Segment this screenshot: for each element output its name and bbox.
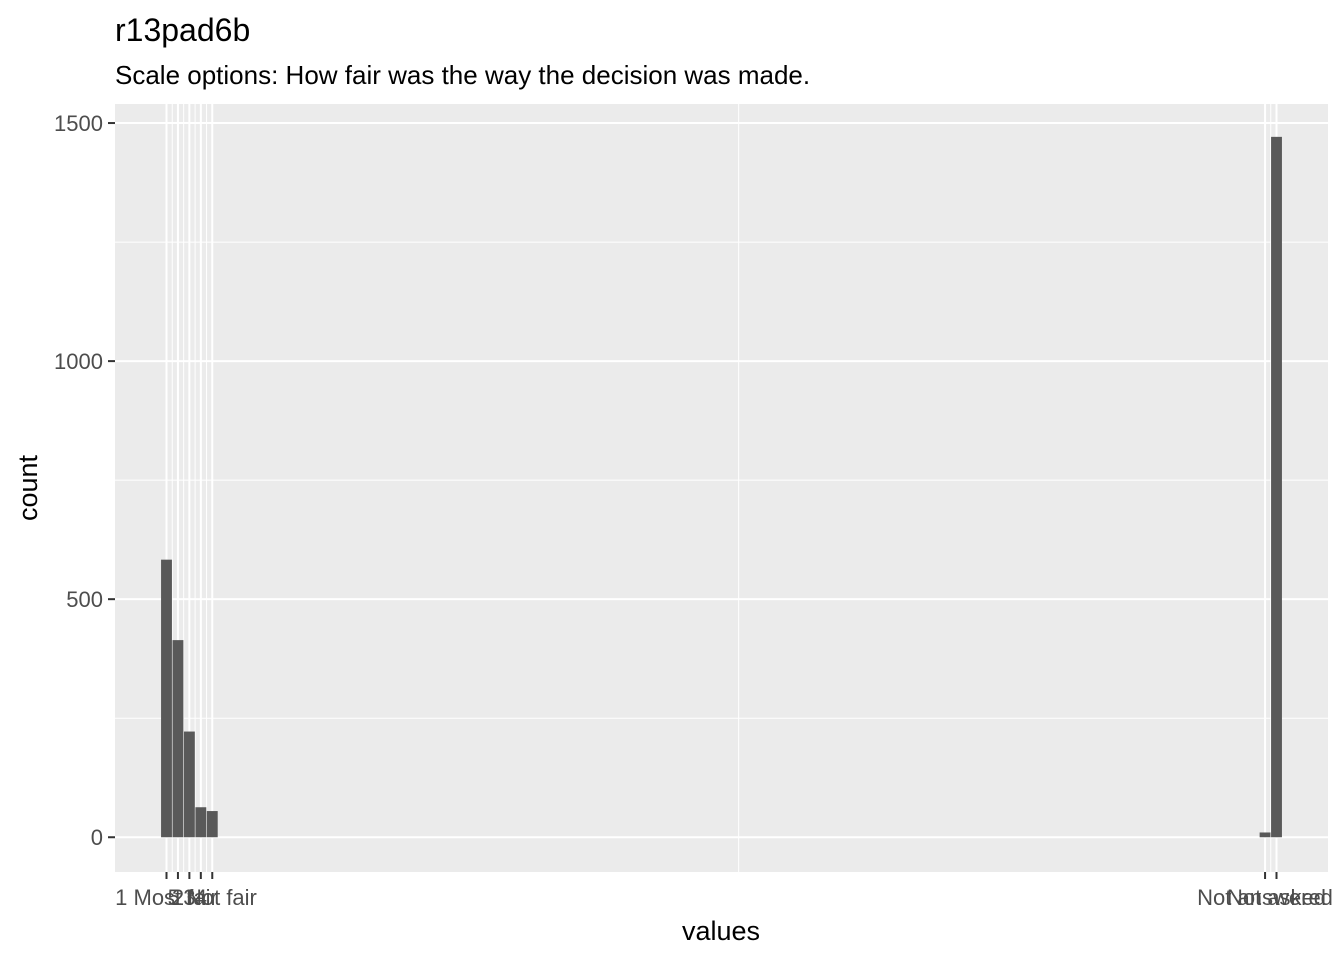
x-tick-label: 4 bbox=[195, 885, 207, 910]
bar bbox=[161, 559, 172, 838]
chart-title: r13pad6b bbox=[115, 12, 250, 48]
y-axis-title: count bbox=[13, 454, 43, 521]
y-tick-label: 500 bbox=[66, 587, 103, 612]
x-tick-label: 3 bbox=[183, 885, 195, 910]
bar bbox=[172, 640, 184, 838]
y-axis: 0 500 1000 1500 bbox=[54, 111, 115, 850]
x-axis-title: values bbox=[682, 916, 760, 946]
bar bbox=[183, 731, 195, 838]
bar bbox=[1271, 136, 1282, 838]
plot-panel bbox=[115, 104, 1328, 872]
x-tick-label: 1 Most fair bbox=[115, 885, 218, 910]
x-tick-label: 5 Not fair bbox=[168, 885, 257, 910]
x-tick-label: 2 bbox=[172, 885, 184, 910]
y-tick-label: 1500 bbox=[54, 111, 103, 136]
chart-subtitle: Scale options: How fair was the way the … bbox=[115, 60, 810, 90]
x-tick-label: Not asked bbox=[1227, 885, 1326, 910]
y-tick-label: 0 bbox=[91, 825, 103, 850]
bars bbox=[161, 136, 1282, 838]
x-tick-label: Not answered bbox=[1197, 885, 1333, 910]
minor-gridlines bbox=[115, 104, 1328, 872]
bar bbox=[206, 811, 218, 838]
y-tick-label: 1000 bbox=[54, 349, 103, 374]
bar bbox=[195, 807, 207, 838]
bar bbox=[1259, 832, 1271, 838]
